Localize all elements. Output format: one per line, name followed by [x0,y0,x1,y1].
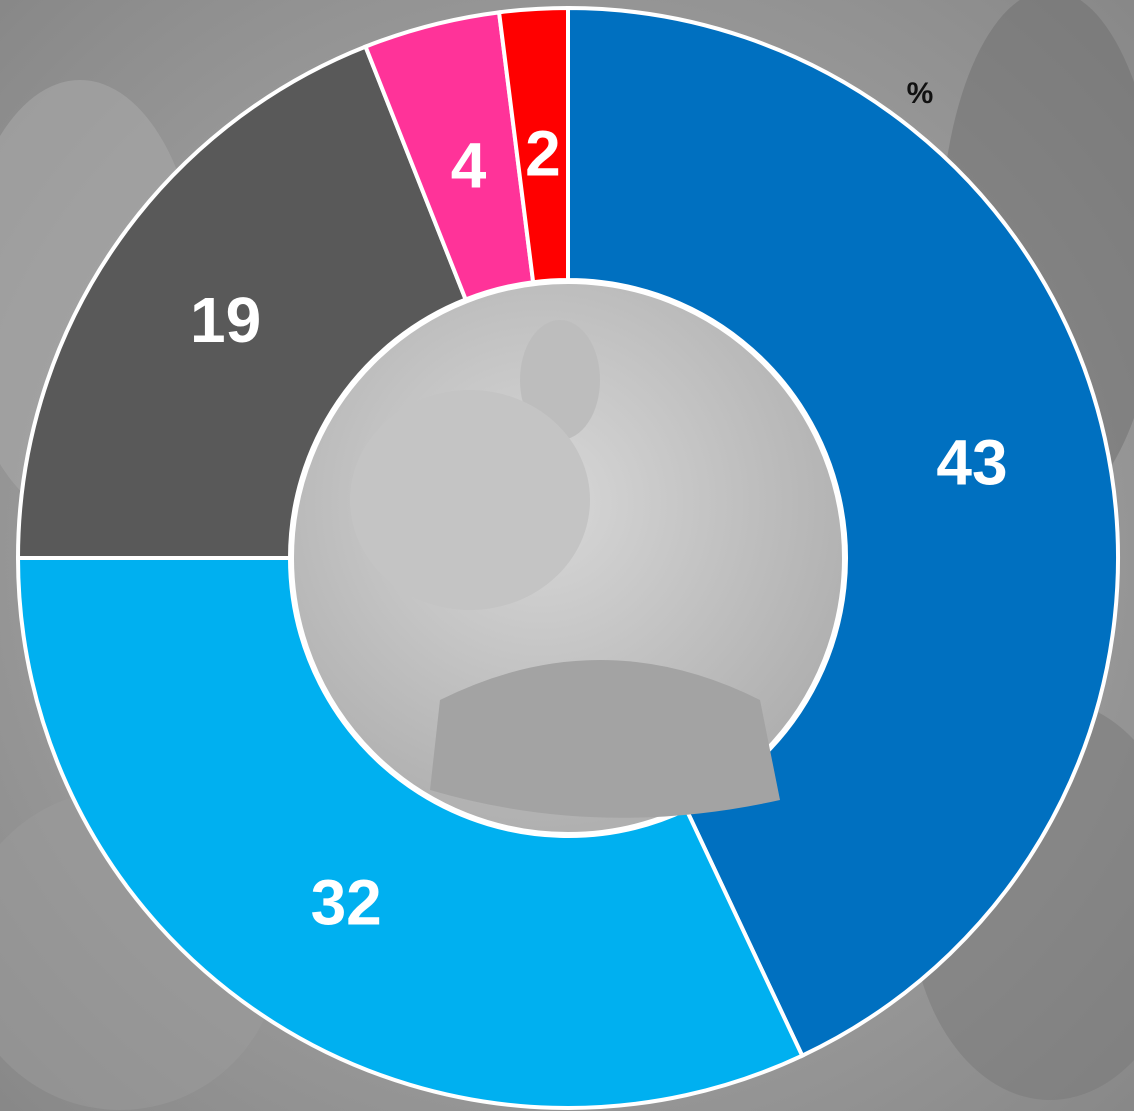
data-label: 43 [936,427,1007,499]
data-label: 32 [311,866,382,938]
data-label: 4 [451,129,487,201]
donut-segment [566,5,1120,1059]
center-photo [290,280,846,836]
data-label: 2 [525,118,561,190]
data-label: 19 [190,284,261,356]
unit-label: % [907,77,934,110]
